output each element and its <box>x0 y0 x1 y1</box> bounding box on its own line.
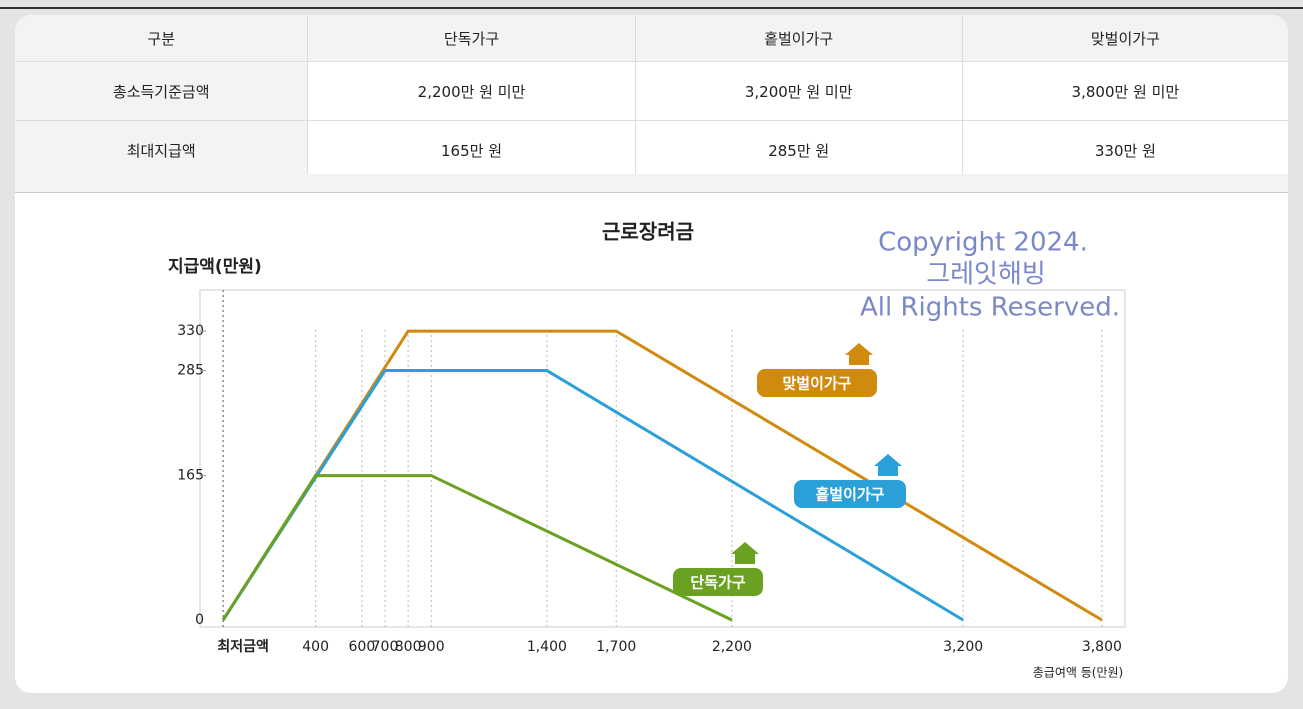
cell: 165만 원 <box>307 120 636 180</box>
header-cell: 단독가구 <box>307 15 636 62</box>
legend-label: 단독가구 <box>690 574 745 592</box>
table: 구분 단독가구 홑벌이가구 맞벌이가구 총소득기준금액 2,200만 원 미만 … <box>15 15 1288 180</box>
header-cell: 홑벌이가구 <box>634 15 963 62</box>
watermark: 그레잇해빙 <box>926 260 1046 290</box>
x-tick-label: 3,800 <box>1082 639 1122 655</box>
y-tick-label: 0 <box>195 612 204 628</box>
cell: 285만 원 <box>634 120 963 180</box>
watermark: All Rights Reserved. <box>860 293 1120 323</box>
chart-title: 근로장려금 <box>602 220 694 244</box>
x-axis-label: 총급여액 등(만원) <box>1033 666 1123 680</box>
series-line <box>221 474 733 622</box>
row: 총소득기준금액 2,200만 원 미만 3,200만 원 미만 3,800만 원… <box>15 61 1288 121</box>
header-cell: 맞벌이가구 <box>961 15 1288 62</box>
top-border <box>0 7 1303 9</box>
x-tick-label: 900 <box>418 639 445 655</box>
header-row: 구분 단독가구 홑벌이가구 맞벌이가구 <box>15 15 1288 62</box>
house-icon <box>874 454 902 476</box>
x-tick-label: 400 <box>302 639 329 655</box>
cell: 3,800만 원 미만 <box>961 61 1288 121</box>
cell: 330만 원 <box>961 120 1288 180</box>
x-tick-label: 3,200 <box>943 639 983 655</box>
x-tick-label: 최저금액 <box>217 638 269 655</box>
legend-label: 맞벌이가구 <box>782 375 851 393</box>
legend-tag <box>794 480 906 508</box>
x-tick-label: 800 <box>395 639 422 655</box>
y-tick-label: 165 <box>177 468 204 484</box>
house-icon <box>845 343 873 365</box>
cell: 총소득기준금액 <box>15 61 308 121</box>
cell: 2,200만 원 미만 <box>307 61 636 121</box>
legend-tag <box>673 568 763 596</box>
row: 최대지급액 165만 원 285만 원 330만 원 <box>15 120 1288 180</box>
house-icon <box>731 542 759 564</box>
plot-frame <box>199 289 1126 628</box>
y-tick-label: 285 <box>177 363 204 379</box>
header-cell: 구분 <box>15 15 308 62</box>
cell: 최대지급액 <box>15 120 308 180</box>
y-axis-label: 지급액(만원) <box>168 257 262 277</box>
legend-label: 홑벌이가구 <box>815 486 884 504</box>
separator <box>15 174 1288 193</box>
x-tick-label: 1,700 <box>596 639 636 655</box>
legend-tag <box>757 369 877 397</box>
x-tick-label: 1,400 <box>527 639 567 655</box>
x-tick-label: 2,200 <box>712 639 752 655</box>
watermark: Copyright 2024. <box>878 228 1088 258</box>
cell: 3,200만 원 미만 <box>634 61 963 121</box>
x-tick-label: 700 <box>372 639 399 655</box>
x-tick-label: 600 <box>349 639 376 655</box>
y-tick-label: 330 <box>177 323 204 339</box>
